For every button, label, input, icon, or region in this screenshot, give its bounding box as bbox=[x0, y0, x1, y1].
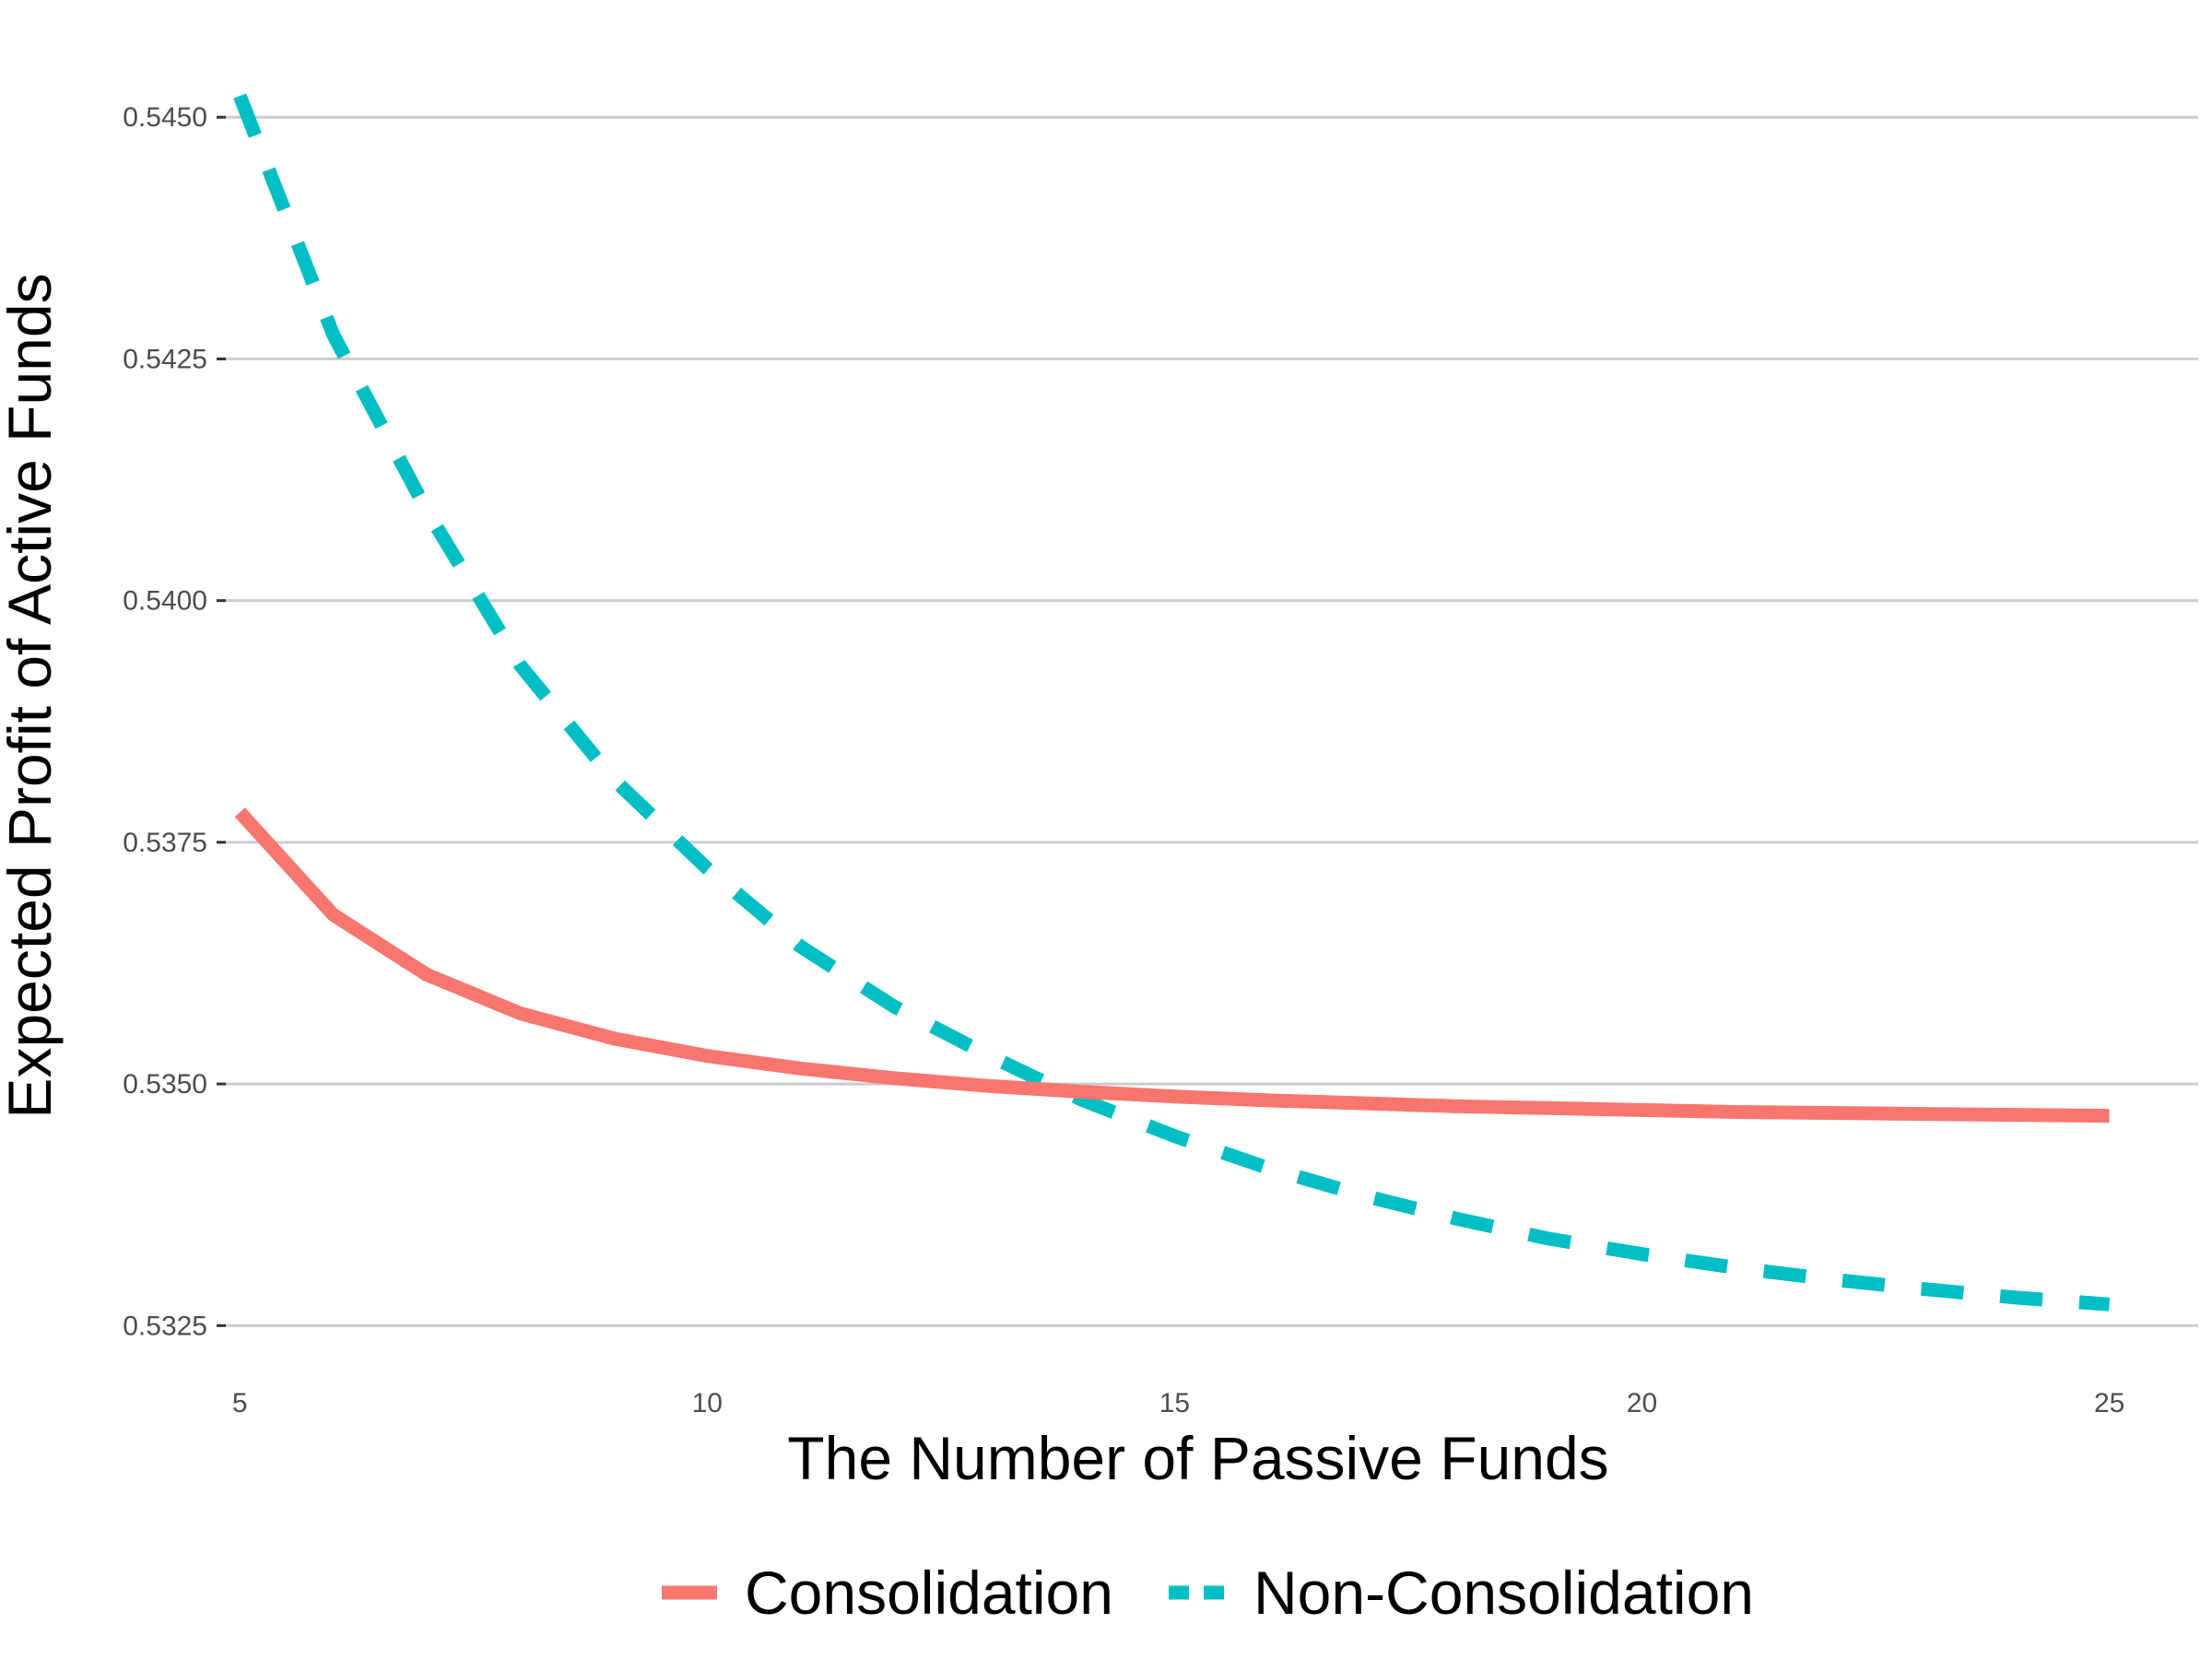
x-axis-title: The Number of Passive Funds bbox=[787, 1424, 1608, 1492]
y-axis-title: Expected Profit of Active Funds bbox=[0, 273, 64, 1118]
x-tick-label: 20 bbox=[1627, 1388, 1657, 1418]
series-line-non-consolidation bbox=[233, 93, 2111, 1312]
y-tick-label: 0.5375 bbox=[123, 828, 207, 858]
series-lines bbox=[233, 93, 2111, 1312]
y-axis: 0.5325 0.5350 0.5375 0.5400 0.5425 0.5450 bbox=[123, 102, 226, 1341]
legend: Consolidation Non-Consolidation bbox=[662, 1559, 1754, 1627]
y-tick-label: 0.5400 bbox=[123, 586, 207, 617]
legend-label-non-consolidation: Non-Consolidation bbox=[1253, 1559, 1754, 1627]
x-tick-label: 25 bbox=[2094, 1388, 2124, 1418]
x-tick-label: 5 bbox=[232, 1388, 248, 1418]
x-axis: 5 10 15 20 25 bbox=[232, 1388, 2124, 1418]
y-tick-label: 0.5425 bbox=[123, 344, 207, 374]
legend-label-consolidation: Consolidation bbox=[745, 1559, 1113, 1627]
grid bbox=[226, 115, 2198, 1327]
y-tick-label: 0.5325 bbox=[123, 1311, 207, 1341]
x-tick-label: 10 bbox=[692, 1388, 723, 1418]
y-tick-label: 0.5350 bbox=[123, 1069, 207, 1100]
x-tick-label: 15 bbox=[1159, 1388, 1190, 1418]
y-tick-label: 0.5450 bbox=[123, 102, 207, 133]
series-line-consolidation bbox=[234, 807, 2110, 1124]
